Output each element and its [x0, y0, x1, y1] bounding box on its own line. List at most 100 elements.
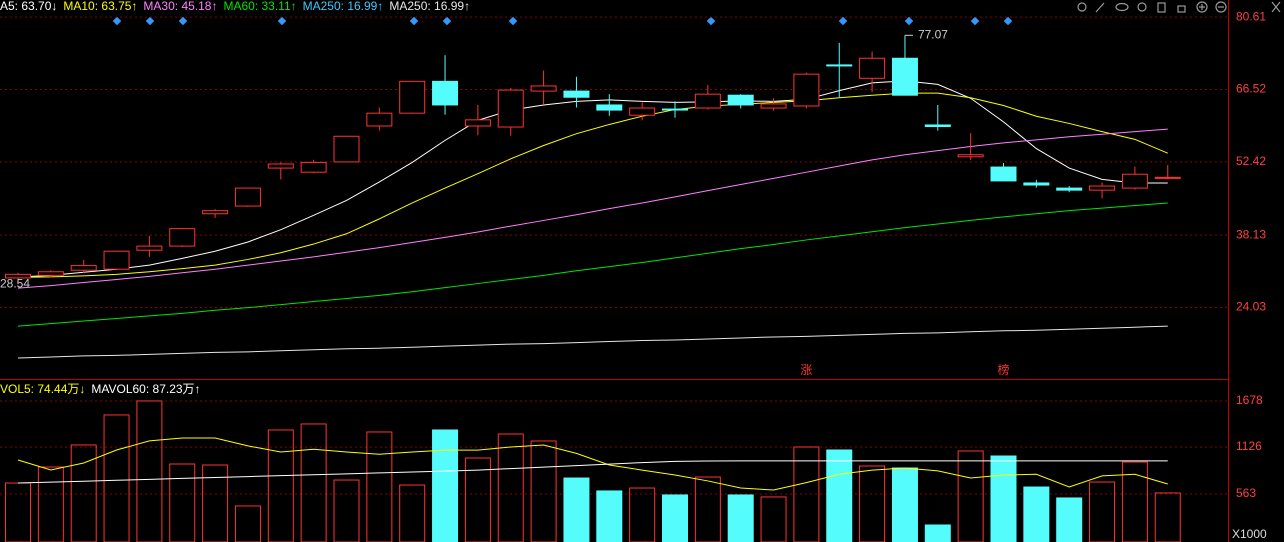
candle-body [727, 94, 754, 106]
candle-body [530, 85, 557, 92]
volume-bar [924, 524, 951, 542]
candle-body [563, 90, 590, 98]
tag: 涨 [800, 362, 812, 377]
ma-line [17, 325, 1168, 359]
toolbar [1077, 1, 1281, 13]
zoom-in-icon[interactable] [1196, 1, 1208, 13]
volume-bar [1121, 461, 1148, 542]
ma-line [17, 92, 1168, 278]
y-axis-unit: X1000 [1232, 527, 1267, 541]
candle-body [103, 250, 130, 270]
candle-body [464, 119, 491, 127]
volume-bar [169, 463, 196, 542]
candle-body [924, 124, 951, 128]
volume-bar [859, 465, 886, 542]
volume-bar [1023, 486, 1050, 542]
volume-bar [990, 455, 1017, 542]
signal [442, 16, 452, 26]
volume-bar [596, 490, 623, 542]
candle-body [990, 166, 1017, 182]
candle-body [596, 104, 623, 111]
legend-entry: MA10: 63.75↑ [63, 0, 137, 13]
volume-bar [70, 444, 97, 542]
candle-body [1154, 176, 1181, 179]
candle-body [826, 64, 853, 67]
candle-body [859, 57, 886, 79]
signal [409, 16, 419, 26]
ma-line [17, 202, 1168, 327]
legend-entry: MAVOL60: 87.23万↑ [91, 382, 200, 396]
volume-bar [432, 429, 459, 542]
legend-entry: MA250: 16.99↑ [389, 0, 470, 13]
candle-body [202, 210, 229, 215]
settings-icon[interactable] [1077, 2, 1087, 12]
candle-body [497, 89, 524, 128]
volume-bar [234, 505, 261, 542]
volume-bar [202, 464, 229, 542]
candle-body [399, 80, 426, 114]
y-tick-label: 66.52 [1236, 82, 1266, 96]
signal [277, 16, 287, 26]
candle-body [1023, 182, 1050, 186]
toolbar-glyphs [1199, 1, 1281, 13]
candle-body [234, 187, 261, 207]
volume-bar [399, 484, 426, 542]
volume-bar [300, 423, 327, 542]
candle-body [267, 163, 294, 169]
volume-ma-line [17, 460, 1168, 484]
candle-body [1121, 173, 1148, 189]
legend-entry: MA30: 45.18↑ [143, 0, 217, 13]
y-tick-label: 24.03 [1236, 300, 1266, 314]
legend-entry: MA60: 33.11↑ [223, 0, 296, 13]
y-tick-label: 563 [1236, 486, 1256, 500]
ma-line [17, 80, 1168, 278]
volume-bar [891, 467, 918, 542]
candle-body [333, 135, 360, 163]
candle-body [5, 273, 31, 279]
tag: 榜 [997, 362, 1009, 377]
candle-body [793, 73, 820, 107]
legend-entry: A5: 63.70↓ [0, 0, 57, 13]
high-label: 77.07 [918, 27, 948, 41]
volume-bar [760, 496, 787, 542]
volume-bar [826, 449, 853, 542]
volume-bar [662, 494, 688, 542]
volume-bar [629, 487, 656, 542]
volume-bar [136, 400, 163, 542]
y-tick-label: 52.42 [1236, 154, 1266, 168]
volume-bar [103, 414, 130, 542]
candle-body [629, 107, 656, 116]
candle-body [957, 154, 984, 158]
hand-icon[interactable] [1157, 2, 1166, 13]
volume-bar [37, 466, 64, 542]
y-tick-label: 80.61 [1236, 9, 1266, 23]
volume-bar [563, 477, 590, 542]
candle-body [37, 271, 64, 276]
legend-entry: MA250: 16.99↑ [303, 0, 384, 13]
candle-body [662, 108, 688, 111]
y-tick-label: 1678 [1236, 393, 1263, 407]
legend-entry: VOL5: 74.44万↓ [0, 382, 85, 396]
volume-bar [1056, 497, 1083, 542]
volume-bar [727, 494, 754, 542]
candle-body [300, 161, 327, 173]
candle-body [760, 103, 787, 109]
y-tick-label: 1126 [1236, 439, 1262, 453]
candle-body [1056, 187, 1083, 191]
candle-body [169, 228, 196, 247]
candle-body [694, 93, 721, 109]
candle-body [891, 57, 918, 96]
candle-body [70, 265, 97, 271]
volume-ma-line [17, 437, 1168, 491]
circle-icon[interactable] [1137, 2, 1147, 12]
volume-bar [793, 446, 820, 542]
view-icon[interactable] [1115, 2, 1129, 12]
volume-bar [464, 457, 491, 542]
zoom-out-icon[interactable] [1215, 1, 1227, 13]
lock-icon[interactable] [1177, 5, 1186, 13]
draw-icon[interactable] [1095, 2, 1105, 13]
ma-line [17, 128, 1168, 289]
